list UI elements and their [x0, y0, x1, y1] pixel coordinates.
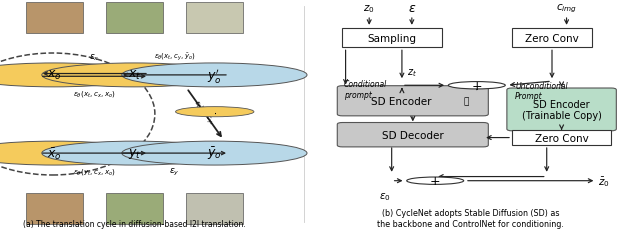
FancyBboxPatch shape — [186, 193, 243, 224]
Text: $y_t$: $y_t$ — [128, 147, 141, 160]
Text: $\varepsilon_y$: $\varepsilon_y$ — [169, 166, 180, 177]
FancyBboxPatch shape — [26, 3, 83, 34]
Ellipse shape — [406, 177, 464, 185]
FancyBboxPatch shape — [512, 29, 592, 48]
Ellipse shape — [122, 64, 307, 87]
Text: Sampling: Sampling — [367, 33, 417, 43]
FancyBboxPatch shape — [186, 3, 243, 34]
Ellipse shape — [0, 64, 147, 87]
Ellipse shape — [0, 142, 147, 165]
Text: $c_{img}$: $c_{img}$ — [556, 3, 577, 15]
FancyBboxPatch shape — [337, 86, 488, 116]
Text: $x_t$: $x_t$ — [128, 69, 141, 82]
Text: $\bar{y}_o$: $\bar{y}_o$ — [207, 145, 222, 162]
Text: $\varepsilon$: $\varepsilon$ — [408, 2, 416, 15]
Ellipse shape — [122, 142, 307, 165]
Text: SD Encoder
(Trainable Copy): SD Encoder (Trainable Copy) — [522, 99, 602, 121]
Text: +: + — [430, 174, 440, 187]
Ellipse shape — [42, 64, 227, 87]
Text: $\bar{x}_o$: $\bar{x}_o$ — [47, 146, 62, 161]
Ellipse shape — [42, 142, 227, 165]
Text: +: + — [472, 79, 482, 92]
Text: $\varepsilon_0$: $\varepsilon_0$ — [380, 190, 391, 202]
FancyBboxPatch shape — [106, 3, 163, 34]
Text: $\varepsilon_\theta(x_t, c_y, \bar{y}_o)$: $\varepsilon_\theta(x_t, c_y, \bar{y}_o)… — [154, 51, 195, 63]
Text: (b) CycleNet adopts Stable Diffusion (SD) as
the backbone and ControlNet for con: (b) CycleNet adopts Stable Diffusion (SD… — [377, 209, 564, 228]
Text: $x_o$: $x_o$ — [47, 69, 61, 82]
FancyBboxPatch shape — [106, 193, 163, 224]
Text: $\cdot$: $\cdot$ — [212, 107, 217, 117]
Text: $\varepsilon_\theta(x_t, c_y,$: $\varepsilon_\theta(x_t, c_y,$ — [190, 98, 216, 127]
FancyBboxPatch shape — [26, 193, 83, 224]
Text: SD Decoder: SD Decoder — [382, 130, 444, 140]
Text: $y_o'$: $y_o'$ — [207, 67, 221, 85]
Text: 🔒: 🔒 — [463, 97, 469, 106]
FancyBboxPatch shape — [507, 89, 616, 131]
Ellipse shape — [175, 107, 254, 117]
Text: SD Encoder: SD Encoder — [371, 96, 432, 106]
Text: $z_0$: $z_0$ — [364, 3, 375, 15]
FancyBboxPatch shape — [512, 131, 611, 145]
Text: Zero Conv: Zero Conv — [525, 33, 579, 43]
FancyBboxPatch shape — [337, 123, 488, 147]
Text: $\varepsilon_\theta(x_t, c_x, x_o)$: $\varepsilon_\theta(x_t, c_x, x_o)$ — [73, 89, 116, 99]
Text: $\varepsilon_\theta(y_t, c_x, x_o)$: $\varepsilon_\theta(y_t, c_x, x_o)$ — [73, 166, 116, 176]
Ellipse shape — [448, 82, 506, 90]
Text: $\bar{z}_0$: $\bar{z}_0$ — [598, 174, 610, 188]
FancyBboxPatch shape — [342, 29, 442, 48]
Text: Zero Conv: Zero Conv — [535, 133, 588, 143]
Text: (a) The translation cycle in diffusion-based I2I translation.: (a) The translation cycle in diffusion-b… — [23, 219, 246, 228]
Text: $z_t$: $z_t$ — [407, 67, 417, 79]
Text: $\varepsilon_x$: $\varepsilon_x$ — [89, 52, 100, 63]
Text: Conditional
prompt: Conditional prompt — [344, 80, 387, 99]
Text: Unconditional
Prompt: Unconditional Prompt — [515, 81, 568, 101]
